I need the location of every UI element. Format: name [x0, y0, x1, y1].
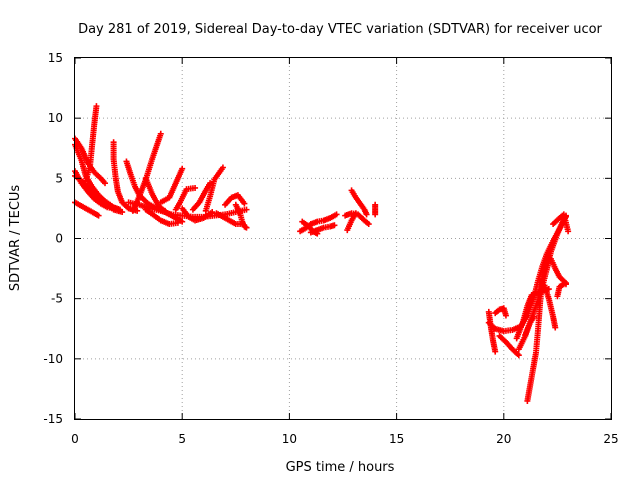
y-tick-label: 5: [55, 171, 63, 185]
data-point: [179, 218, 186, 225]
data-point: [515, 352, 522, 359]
data-point: [363, 211, 370, 218]
data-point: [102, 180, 109, 187]
x-tick-label: 15: [389, 432, 404, 446]
data-point: [243, 206, 250, 213]
data-point: [243, 224, 250, 231]
x-tick-labels: 0 5 10 15 20 25: [71, 432, 618, 446]
data-point: [333, 211, 340, 218]
y-tick-label: -10: [43, 352, 63, 366]
y-axis-label: SDTVAR / TECUs: [8, 185, 23, 292]
data-point: [174, 219, 181, 226]
y-tick-labels: -15 -10 -5 0 5 10 15: [43, 51, 63, 426]
y-tick-label: -5: [51, 292, 63, 306]
x-tick-label: 10: [282, 432, 297, 446]
y-tick-label: 0: [55, 232, 63, 246]
x-tick-label: 25: [603, 432, 618, 446]
y-tick-label: 10: [48, 111, 63, 125]
data-point: [562, 281, 569, 288]
data-point: [95, 212, 102, 219]
plot-frame: [74, 57, 612, 420]
axis-ticks: [74, 57, 612, 420]
data-point: [119, 209, 126, 216]
data-point: [219, 164, 226, 171]
grid: [75, 58, 611, 419]
data-point: [372, 211, 379, 218]
data-point: [352, 210, 359, 217]
data-point: [157, 130, 164, 137]
x-axis-label: GPS time / hours: [286, 460, 395, 475]
y-tick-label: 15: [48, 51, 63, 65]
data-point: [331, 222, 338, 229]
data-point: [179, 165, 186, 172]
data-point: [502, 312, 509, 319]
data-point: [365, 221, 372, 228]
y-tick-label: -15: [43, 412, 63, 426]
data-point: [552, 324, 559, 331]
data-points: [72, 103, 572, 404]
data-point: [192, 184, 199, 191]
data-point: [565, 228, 572, 235]
x-tick-label: 0: [71, 432, 79, 446]
x-tick-label: 5: [178, 432, 186, 446]
data-point: [93, 103, 100, 110]
x-tick-label: 20: [496, 432, 511, 446]
data-point: [492, 348, 499, 355]
chart-title: Day 281 of 2019, Sidereal Day-to-day VTE…: [78, 22, 602, 37]
data-point: [241, 200, 248, 207]
